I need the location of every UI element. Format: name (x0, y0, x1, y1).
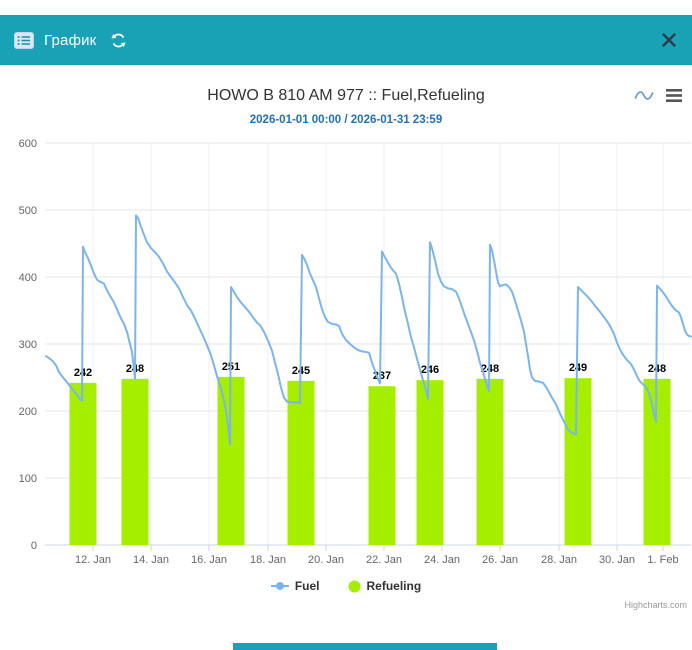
y-axis-label: 100 (19, 473, 37, 485)
legend-item-fuel[interactable]: Fuel (270, 579, 320, 593)
y-axis-label: 200 (19, 406, 37, 418)
x-axis-label: 20. Jan (308, 554, 344, 566)
y-axis-label: 0 (31, 540, 37, 552)
highcharts-credits-link[interactable]: Highcharts.com (624, 600, 687, 610)
legend-item-refueling[interactable]: Refueling (348, 579, 422, 593)
refueling-bar[interactable] (69, 382, 97, 545)
dialog-title: График (44, 31, 97, 49)
x-axis-label: 22. Jan (366, 554, 402, 566)
fuel-line[interactable] (45, 214, 692, 446)
refueling-bar[interactable] (416, 380, 444, 545)
x-axis-label: 14. Jan (133, 554, 169, 566)
y-axis-label: 600 (19, 138, 37, 150)
x-axis-label: 16. Jan (191, 554, 227, 566)
chart-list-icon (14, 31, 34, 49)
y-axis-label: 400 (19, 272, 37, 284)
refresh-icon[interactable] (110, 32, 127, 49)
x-axis-label: 1. Feb (647, 554, 678, 566)
fuel-line-marker-icon (270, 582, 289, 590)
x-axis-label: 24. Jan (424, 554, 460, 566)
x-axis-label: 26. Jan (482, 554, 518, 566)
refueling-bar[interactable] (121, 378, 149, 545)
bar-data-label: 249 (569, 362, 587, 374)
refueling-bar[interactable] (368, 386, 396, 545)
background-page-strip (233, 643, 497, 650)
legend-label-refueling: Refueling (366, 579, 422, 593)
series-type-icon[interactable] (634, 89, 654, 102)
plot-area[interactable]: 0 100 200 300 400 500 600 12. Jan 14. Jan 16. Jan… (0, 65, 692, 650)
x-axis-label: 28. Jan (541, 554, 577, 566)
chart-container: 0 100 200 300 400 500 600 12. Jan 14. Jan 16. Jan… (0, 65, 692, 650)
x-axis-label: 18. Jan (250, 554, 286, 566)
close-icon[interactable] (660, 31, 678, 49)
refueling-bar[interactable] (476, 378, 504, 545)
x-axis-label: 30. Jan (599, 554, 635, 566)
legend: Fuel Refueling (0, 579, 692, 593)
x-axis-label: 12. Jan (75, 554, 111, 566)
refueling-bar[interactable] (564, 378, 592, 545)
bar-data-label: 246 (421, 364, 439, 376)
legend-label-fuel: Fuel (294, 579, 320, 593)
y-axis-label: 300 (19, 339, 37, 351)
chart-subtitle: 2026-01-01 00:00 / 2026-01-31 23:59 (249, 114, 443, 126)
dialog-titlebar: График (0, 15, 692, 65)
y-axis-label: 500 (19, 205, 37, 217)
chart-title: HOWO B 810 AM 977 :: Fuel,Refueling (207, 87, 485, 104)
export-menu-icon[interactable] (666, 89, 682, 102)
refueling-marker-icon (348, 580, 360, 592)
refueling-bar[interactable] (287, 380, 315, 545)
